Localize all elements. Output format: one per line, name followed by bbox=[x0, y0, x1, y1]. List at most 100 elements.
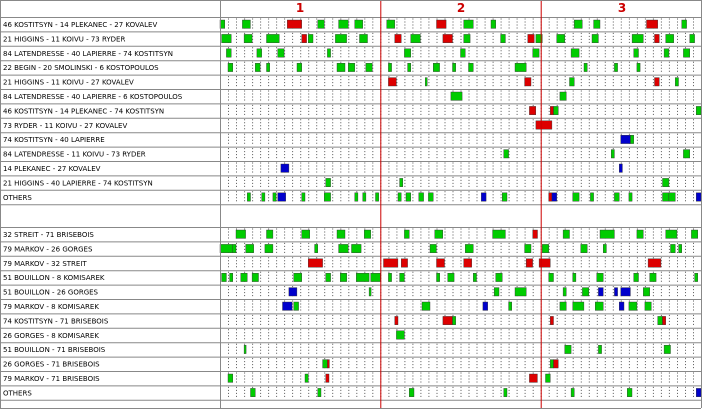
shift-bar-blue bbox=[619, 163, 623, 173]
shift-bar-green bbox=[628, 301, 638, 311]
row-label: 74 KOSTITSYN - 71 BRISEBOIS bbox=[3, 317, 109, 325]
shift-bar-green bbox=[572, 301, 585, 311]
shift-bar-green bbox=[582, 287, 590, 297]
shift-bar-green bbox=[633, 48, 639, 58]
shift-row: 84 LATENDRESSE - 11 KOIVU - 73 RYDER bbox=[0, 149, 701, 162]
shift-bar-green bbox=[649, 273, 657, 282]
shift-bar-red bbox=[442, 316, 453, 325]
shift-bar-green bbox=[405, 192, 412, 202]
shift-bar-green bbox=[450, 91, 463, 101]
shift-bar-blue bbox=[481, 192, 487, 202]
shift-bar-green bbox=[492, 229, 506, 239]
shift-bar-green bbox=[335, 34, 347, 44]
shift-bar-green bbox=[598, 345, 602, 354]
shift-bar-blue bbox=[280, 163, 290, 173]
shift-bar-red bbox=[436, 258, 445, 268]
shift-bar-green bbox=[397, 192, 402, 202]
shift-bar-green bbox=[468, 63, 474, 72]
shift-bar-green bbox=[508, 301, 513, 311]
shift-bar-green bbox=[429, 244, 437, 253]
row-label: 21 HIGGINS - 11 KOIVU - 27 KOVALEV bbox=[3, 79, 134, 87]
shift-bar-green bbox=[356, 273, 370, 282]
shift-bar-green bbox=[232, 244, 237, 253]
shift-bar-blue bbox=[482, 301, 488, 311]
shift-bar-green bbox=[229, 273, 234, 282]
shift-bar-green bbox=[503, 149, 509, 159]
shift-row: 21 HIGGINS - 40 LAPIERRE - 74 KOSTITSYN bbox=[0, 178, 701, 191]
shift-row: 73 RYDER - 11 KOIVU - 27 KOVALEV bbox=[0, 120, 701, 134]
row-label: 73 RYDER - 11 KOIVU - 27 KOVALEV bbox=[3, 122, 127, 130]
shift-bar-blue bbox=[619, 301, 625, 311]
shift-bar-green bbox=[447, 273, 455, 282]
shift-bar-green bbox=[324, 192, 331, 202]
shift-bar-blue bbox=[551, 192, 557, 202]
shift-row: 84 LATENDRESSE - 40 LAPIERRE - 6 KOSTOPO… bbox=[0, 91, 701, 105]
shift-bar-green bbox=[433, 63, 440, 72]
shift-bar-green bbox=[251, 273, 259, 282]
row-label: 74 KOSTITSYN - 40 LAPIERRE bbox=[3, 136, 105, 144]
shift-bar-blue bbox=[282, 301, 293, 311]
shift-bar-green bbox=[514, 63, 527, 72]
shift-bar-green bbox=[327, 48, 331, 58]
shift-bar-green bbox=[562, 229, 570, 239]
shift-bar-green bbox=[336, 229, 346, 239]
shift-bar-green bbox=[386, 19, 395, 29]
shift-bar-blue bbox=[620, 287, 631, 297]
shift-bar-green bbox=[375, 192, 379, 202]
shift-bar-green bbox=[317, 388, 322, 397]
row-label: 84 LATENDRESSE - 40 LAPIERRE - 74 KOSTIT… bbox=[3, 50, 173, 58]
shift-bar-red bbox=[538, 258, 551, 268]
row-label: 51 BOUILLON - 8 KOMISAREK bbox=[3, 274, 105, 282]
shift-bar-green bbox=[436, 273, 440, 282]
shift-bar-green bbox=[296, 63, 303, 72]
shift-bar-green bbox=[407, 63, 412, 72]
shift-bar-green bbox=[452, 63, 456, 72]
shift-bar-red bbox=[383, 258, 399, 268]
period-label-3: 3 bbox=[618, 1, 626, 15]
shift-bar-green bbox=[399, 273, 405, 282]
shift-bar-green bbox=[665, 34, 674, 44]
shift-bar-green bbox=[404, 229, 410, 239]
shift-bar-green bbox=[365, 63, 373, 72]
shift-bar-green bbox=[657, 316, 663, 325]
shift-bar-green bbox=[614, 63, 618, 72]
shift-bar-green bbox=[683, 48, 691, 58]
shift-bar-green bbox=[418, 192, 424, 202]
shift-bar-red bbox=[550, 316, 554, 325]
shift-bar-red bbox=[301, 34, 307, 44]
shift-bar-red bbox=[442, 34, 453, 44]
shift-row: OTHERS bbox=[0, 192, 702, 206]
shift-bar-green bbox=[463, 34, 471, 44]
shift-bar-green bbox=[473, 273, 477, 282]
shift-bar-green bbox=[409, 388, 415, 397]
shift-bar-green bbox=[643, 287, 650, 297]
shift-bar-red bbox=[553, 359, 559, 369]
shift-row: 51 BOUILLON - 26 GORGES bbox=[0, 287, 701, 300]
shift-bar-green bbox=[221, 273, 227, 282]
shift-row: 26 GORGES - 8 KOMISAREK bbox=[0, 330, 701, 344]
row-label: 79 MARKOV - 26 GORGES bbox=[3, 245, 93, 253]
shift-bar-green bbox=[219, 244, 234, 253]
shift-bar-green bbox=[235, 229, 246, 239]
shift-bar-green bbox=[590, 192, 594, 202]
shift-bar-green bbox=[388, 273, 392, 282]
row-label: 26 GORGES - 8 KOMISAREK bbox=[3, 332, 99, 340]
period-label-1: 1 bbox=[296, 1, 304, 15]
shift-bar-green bbox=[293, 273, 302, 282]
row-label: 46 KOSTITSYN - 14 PLEKANEC - 27 KOVALEV bbox=[3, 21, 157, 29]
row-label: OTHERS bbox=[3, 194, 32, 202]
row-label: OTHERS bbox=[3, 389, 32, 397]
shift-row: 46 KOSTITSYN - 14 PLEKANEC - 74 KOSTITSY… bbox=[0, 106, 702, 119]
shift-bar-green bbox=[266, 63, 270, 72]
shift-bar-green bbox=[556, 34, 565, 44]
shift-bar-green bbox=[240, 273, 248, 282]
shift-bar-blue bbox=[620, 134, 631, 144]
shift-bar-green bbox=[243, 34, 253, 44]
row-label: 79 MARKOV - 71 BRISEBOIS bbox=[3, 375, 100, 383]
shift-bar-red bbox=[647, 258, 662, 268]
shift-bar-green bbox=[627, 388, 633, 397]
shift-bar-green bbox=[611, 149, 615, 159]
shift-bar-green bbox=[524, 244, 532, 253]
shift-bar-green bbox=[410, 34, 421, 44]
shift-bar-green bbox=[696, 106, 702, 116]
